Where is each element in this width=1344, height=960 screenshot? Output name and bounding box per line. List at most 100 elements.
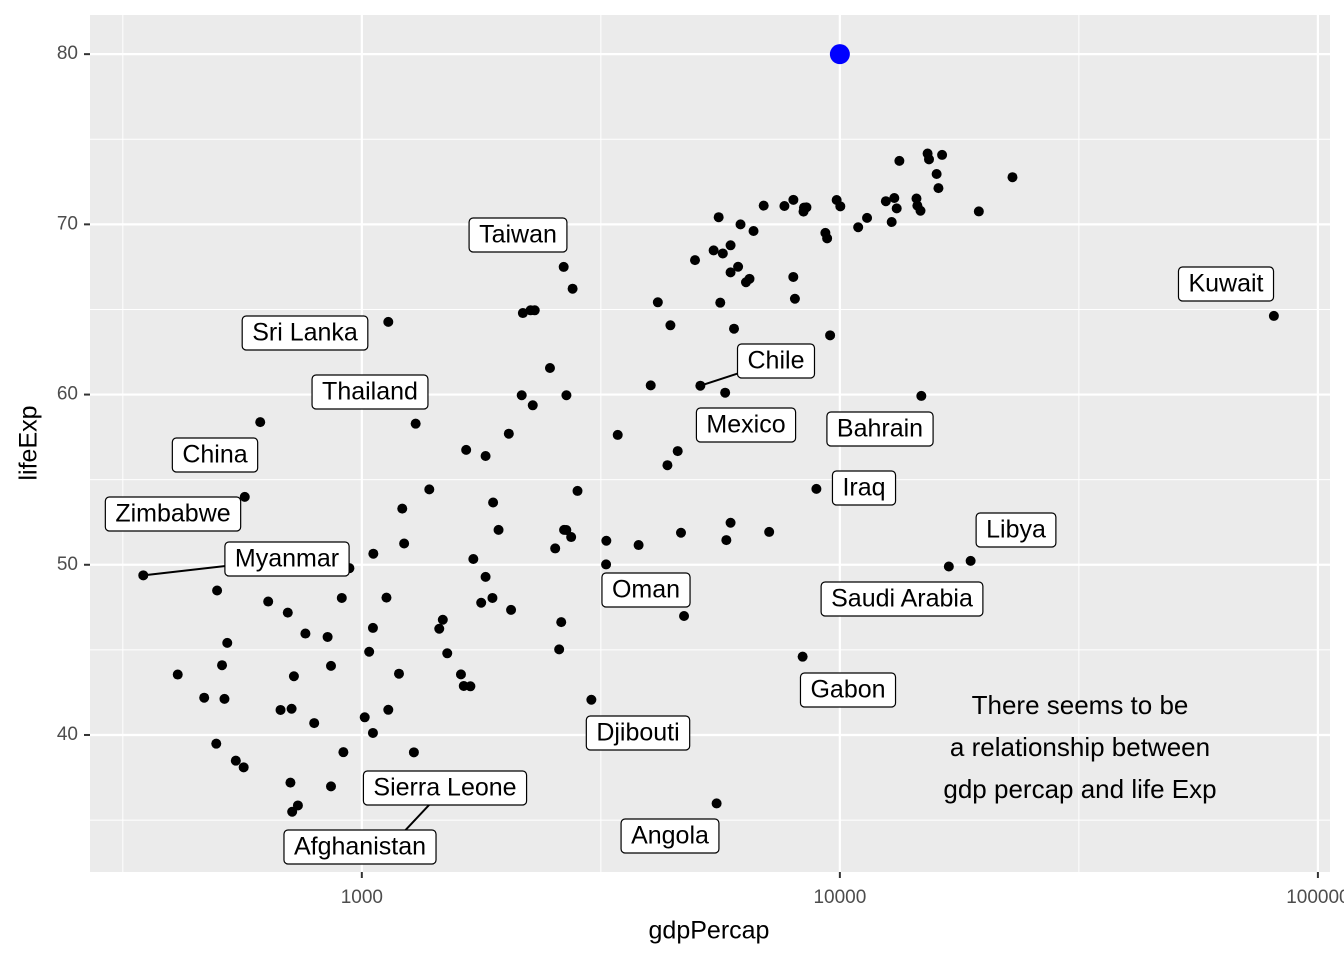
point	[744, 273, 755, 284]
point	[567, 283, 578, 294]
point	[255, 417, 266, 428]
point	[263, 596, 274, 607]
point	[937, 149, 948, 160]
point	[527, 400, 538, 411]
point	[713, 212, 724, 223]
point	[931, 168, 942, 179]
point	[612, 429, 623, 440]
point	[853, 222, 864, 233]
point	[529, 305, 540, 316]
point	[862, 212, 873, 223]
point-label: Angola	[631, 822, 709, 850]
point	[645, 380, 656, 391]
point	[211, 738, 222, 749]
point	[933, 183, 944, 194]
point	[788, 271, 799, 282]
point	[286, 703, 297, 714]
point	[287, 806, 298, 817]
point	[633, 540, 644, 551]
point	[725, 267, 736, 278]
y-axis-title: lifeExp	[15, 405, 43, 480]
point	[217, 660, 228, 671]
label-box	[362, 770, 528, 806]
point	[288, 671, 299, 682]
point	[408, 747, 419, 758]
point-label: Bahrain	[837, 415, 923, 443]
point-label: Zimbabwe	[115, 500, 230, 528]
label-box	[468, 217, 568, 253]
point	[480, 571, 491, 582]
point	[368, 548, 379, 559]
label-box	[831, 470, 897, 506]
point	[559, 524, 570, 535]
point	[886, 216, 897, 227]
point	[503, 428, 514, 439]
point-label: Taiwan	[479, 221, 557, 249]
x-axis-title: gdpPercap	[649, 917, 770, 945]
point	[831, 195, 842, 206]
point	[506, 604, 517, 615]
point	[733, 261, 744, 272]
highlight-point	[829, 44, 850, 65]
label-box	[171, 437, 259, 473]
point	[480, 451, 491, 462]
point	[1007, 172, 1018, 183]
point	[725, 240, 736, 251]
point	[566, 532, 577, 543]
point-label: Libya	[986, 516, 1046, 544]
annotation: a relationship between	[950, 732, 1210, 762]
point-label: Sierra Leone	[373, 774, 516, 802]
y-tick-label: 70	[57, 213, 78, 234]
label-box	[311, 374, 429, 410]
point	[212, 585, 223, 596]
point	[367, 622, 378, 633]
point	[338, 747, 349, 758]
label-box	[601, 572, 691, 608]
point	[230, 755, 241, 766]
point	[789, 293, 800, 304]
label-box	[224, 541, 350, 577]
point	[711, 798, 722, 809]
point	[285, 777, 296, 788]
point	[397, 503, 408, 514]
point	[973, 206, 984, 217]
point	[383, 704, 394, 715]
point-label: Chile	[748, 347, 805, 375]
point	[825, 330, 836, 341]
point	[915, 205, 926, 216]
point	[222, 637, 233, 648]
point	[493, 524, 504, 535]
point-label: Thailand	[322, 378, 418, 406]
point	[965, 555, 976, 566]
point	[717, 248, 728, 259]
point	[880, 196, 891, 207]
label-box	[736, 343, 816, 379]
point	[381, 592, 392, 603]
point	[488, 497, 499, 508]
point	[364, 646, 375, 657]
label-box	[283, 829, 437, 865]
point	[672, 446, 683, 457]
point	[367, 727, 378, 738]
point-label: China	[182, 441, 247, 469]
point	[720, 387, 731, 398]
point	[788, 194, 799, 205]
point	[811, 483, 822, 494]
point	[662, 460, 673, 471]
point	[729, 323, 740, 334]
point-label: Iraq	[842, 474, 885, 502]
point-label: Myanmar	[235, 545, 339, 573]
point	[758, 200, 769, 211]
x-tick-label: 100000	[1286, 887, 1344, 908]
point	[889, 192, 900, 203]
point	[238, 762, 249, 773]
point-label: Afghanistan	[294, 833, 426, 861]
point	[275, 704, 286, 715]
point-label: Djibouti	[596, 719, 679, 747]
point	[309, 718, 320, 729]
point	[424, 484, 435, 495]
point	[516, 390, 527, 401]
point	[601, 535, 612, 546]
point	[461, 444, 472, 455]
